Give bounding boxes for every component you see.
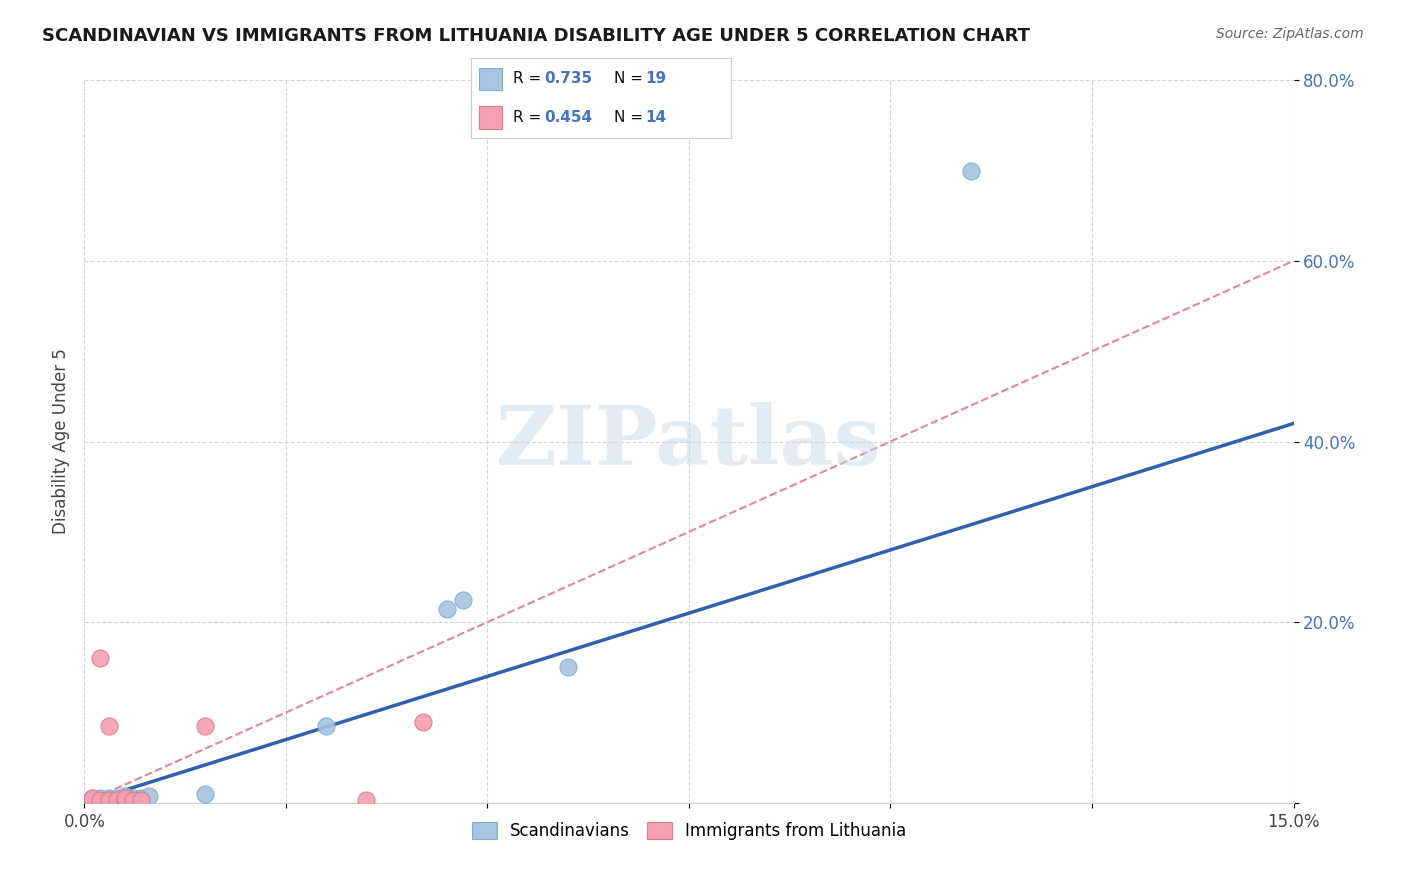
Point bbox=[89, 791, 111, 805]
Point bbox=[129, 793, 152, 807]
Point bbox=[114, 789, 136, 803]
Point bbox=[89, 793, 111, 807]
Point bbox=[105, 793, 128, 807]
Point bbox=[194, 719, 217, 733]
Text: 0.454: 0.454 bbox=[544, 110, 592, 125]
Point bbox=[105, 791, 128, 805]
Point bbox=[194, 787, 217, 801]
FancyBboxPatch shape bbox=[479, 68, 502, 90]
FancyBboxPatch shape bbox=[479, 106, 502, 128]
Point bbox=[121, 793, 143, 807]
Text: SCANDINAVIAN VS IMMIGRANTS FROM LITHUANIA DISABILITY AGE UNDER 5 CORRELATION CHA: SCANDINAVIAN VS IMMIGRANTS FROM LITHUANI… bbox=[42, 27, 1031, 45]
Point bbox=[89, 651, 111, 665]
Text: Source: ZipAtlas.com: Source: ZipAtlas.com bbox=[1216, 27, 1364, 41]
Text: 19: 19 bbox=[645, 71, 666, 87]
Point bbox=[82, 793, 104, 807]
Point bbox=[97, 791, 120, 805]
Text: ZIPatlas: ZIPatlas bbox=[496, 401, 882, 482]
Point bbox=[105, 793, 128, 807]
Point bbox=[129, 791, 152, 805]
Point bbox=[315, 719, 337, 733]
Point bbox=[436, 601, 458, 615]
Text: R =: R = bbox=[513, 71, 546, 87]
Y-axis label: Disability Age Under 5: Disability Age Under 5 bbox=[52, 349, 70, 534]
Point bbox=[97, 793, 120, 807]
Text: 14: 14 bbox=[645, 110, 666, 125]
Point bbox=[97, 719, 120, 733]
Point bbox=[114, 791, 136, 805]
Text: N =: N = bbox=[614, 110, 648, 125]
Point bbox=[412, 714, 434, 729]
Point bbox=[356, 793, 378, 807]
Point bbox=[89, 793, 111, 807]
Point bbox=[138, 789, 160, 803]
Point bbox=[82, 793, 104, 807]
Point bbox=[82, 791, 104, 805]
Text: N =: N = bbox=[614, 71, 648, 87]
Point bbox=[97, 793, 120, 807]
Point bbox=[451, 592, 474, 607]
Point bbox=[82, 791, 104, 805]
Text: R =: R = bbox=[513, 110, 546, 125]
Legend: Scandinavians, Immigrants from Lithuania: Scandinavians, Immigrants from Lithuania bbox=[464, 814, 914, 848]
Text: 0.735: 0.735 bbox=[544, 71, 592, 87]
Point bbox=[121, 791, 143, 805]
Point bbox=[114, 793, 136, 807]
Point bbox=[114, 793, 136, 807]
Point bbox=[557, 660, 579, 674]
Point bbox=[960, 163, 983, 178]
